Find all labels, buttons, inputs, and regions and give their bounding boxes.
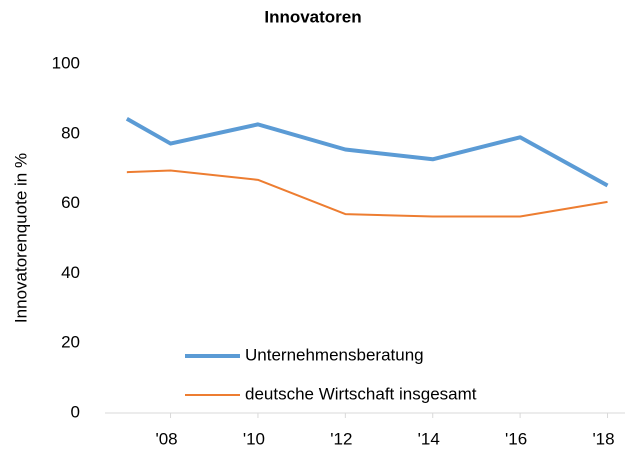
y-tick-label: 40: [61, 263, 80, 282]
y-tick-label: 60: [61, 193, 80, 212]
series-line: [125, 117, 609, 188]
y-tick-label: 0: [71, 402, 80, 421]
y-tick-label: 80: [61, 123, 80, 142]
y-axis-label: Innovatorenquote in %: [11, 153, 30, 323]
chart-title: Innovatoren: [264, 7, 361, 26]
x-tick-label: '18: [592, 429, 614, 448]
x-tick-label: '08: [155, 429, 177, 448]
legend-label: deutsche Wirtschaft insgesamt: [245, 384, 477, 403]
series-line: [126, 169, 608, 218]
x-tick-label: '10: [243, 429, 265, 448]
legend-label: Unternehmensberatung: [245, 345, 424, 364]
x-tick-label: '12: [330, 429, 352, 448]
y-tick-label: 100: [52, 53, 80, 72]
y-tick-label: 20: [61, 333, 80, 352]
x-tick-label: '14: [418, 429, 440, 448]
x-tick-label: '16: [505, 429, 527, 448]
